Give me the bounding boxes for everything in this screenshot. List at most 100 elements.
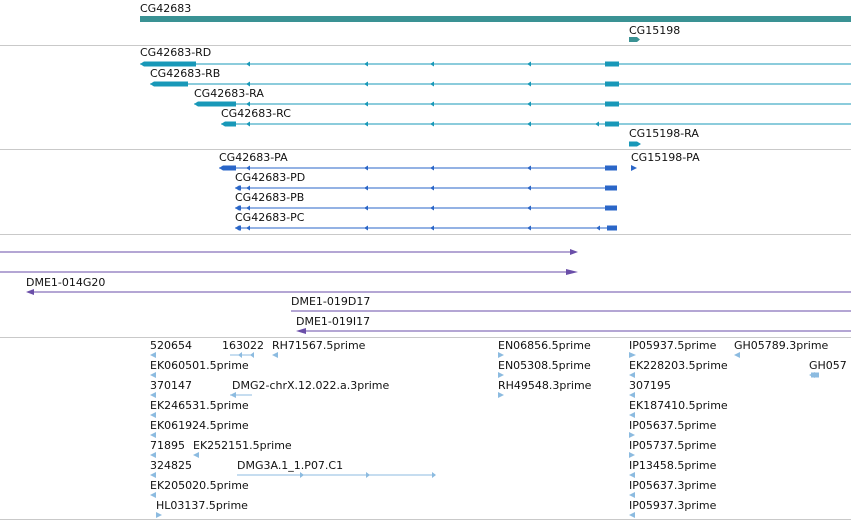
est-label: IP13458.5prime [629,459,717,472]
est-rh49548-3prime[interactable]: RH49548.3prime [498,379,592,398]
gene-bar-cg42683 [140,16,851,22]
est-ek228203-5prime[interactable]: EK228203.5prime [629,359,728,378]
transcript-label: CG42683-RA [194,87,264,100]
est-track: 520654 163022 RH71567.5prime EN06856.5pr… [150,339,847,518]
exon-thick [605,61,619,67]
clone-dme1-019d17[interactable]: DME1-019D17 [291,295,851,312]
gene-label-cg15198: CG15198 [629,24,680,37]
est-dmg3a-1-1-p07-c1[interactable]: DMG3A.1_1.P07.C1 [237,459,436,478]
est-ek246531-5prime[interactable]: EK246531.5prime [150,399,249,418]
est-ek252151-5prime[interactable]: EK252151.5prime [193,439,292,458]
protein-cg42683-pa[interactable]: CG42683-PA [219,151,617,171]
est-label: EK252151.5prime [193,439,292,452]
est-label: DMG3A.1_1.P07.C1 [237,459,343,472]
transcript-label: CG42683-RB [150,67,220,80]
strand-arrow-icon [296,328,306,334]
est-label: RH49548.3prime [498,379,592,392]
est-307195[interactable]: 307195 [629,379,671,398]
est-label: GH057 [809,359,847,372]
gene-feature-cg15198[interactable]: CG15198 [629,24,680,42]
est-label: EK187410.5prime [629,399,728,412]
est-label: 307195 [629,379,671,392]
clone-dme1-014g20[interactable]: DME1-014G20 [26,276,851,295]
protein-label: CG42683-PA [219,151,288,164]
strand-arrow-icon [246,225,600,231]
transcript-cg15198-ra[interactable]: CG15198-RA [629,127,699,147]
transcript-cg42683-rb[interactable]: CG42683-RB [150,67,851,87]
est-label: RH71567.5prime [272,339,366,352]
est-ek061924-5prime[interactable]: EK061924.5prime [150,419,249,438]
est-label: EK061924.5prime [150,419,249,432]
protein-cg15198-pa[interactable]: CG15198-PA [631,151,700,171]
exon-thick [140,61,196,67]
est-gh05789-3prime[interactable]: GH05789.3prime [734,339,829,358]
est-label: IP05937.5prime [629,339,717,352]
protein-cg42683-pb[interactable]: CG42683-PB [235,191,617,211]
est-ek187410-5prime[interactable]: EK187410.5prime [629,399,728,418]
est-label: IP05637.3prime [629,479,717,492]
gene-arrow-icon [637,37,640,42]
gene-label-cg42683: CG42683 [140,2,191,15]
transcript-cg42683-rd[interactable]: CG42683-RD [140,46,851,67]
est-rh71567-5prime[interactable]: RH71567.5prime [272,339,366,358]
strand-arrow-icon [637,141,641,147]
est-gh057[interactable]: GH057 [809,359,847,378]
est-en05308-5prime[interactable]: EN05308.5prime [498,359,591,378]
gene-feature-cg42683[interactable]: CG42683 [140,2,851,22]
clone-label: DME1-014G20 [26,276,105,289]
gene-bar-cg15198 [629,37,637,42]
est-label: 71895 [150,439,185,452]
est-label: 370147 [150,379,192,392]
strand-arrow-icon [26,289,34,295]
est-ip05637-3prime[interactable]: IP05637.3prime [629,479,717,498]
protein-label: CG15198-PA [631,151,700,164]
protein-label: CG42683-PB [235,191,304,204]
clone-track: DME1-014G20 DME1-019D17 DME1-019I17 [0,249,851,334]
transcript-label: CG42683-RC [221,107,291,120]
est-ek205020-5prime[interactable]: EK205020.5prime [150,479,249,498]
est-520654[interactable]: 520654 [150,339,192,358]
est-label: HL03137.5prime [156,499,248,512]
est-label: EN06856.5prime [498,339,591,352]
clone-unlabeled-2[interactable] [0,269,578,275]
est-label: GH05789.3prime [734,339,829,352]
est-en06856-5prime[interactable]: EN06856.5prime [498,339,591,358]
transcript-label: CG42683-RD [140,46,211,59]
protein-cg42683-pd[interactable]: CG42683-PD [235,171,617,191]
est-label: 520654 [150,339,192,352]
est-ip05937-5prime[interactable]: IP05937.5prime [629,339,717,358]
protein-cg42683-pc[interactable]: CG42683-PC [235,211,617,231]
clone-label: DME1-019D17 [291,295,370,308]
est-324825[interactable]: 324825 [150,459,192,478]
est-label: IP05937.3prime [629,499,717,512]
protein-label: CG42683-PC [235,211,305,224]
est-ip05637-5prime[interactable]: IP05637.5prime [629,419,717,438]
est-71895[interactable]: 71895 [150,439,185,458]
est-label: EK228203.5prime [629,359,728,372]
transcript-cg42683-rc[interactable]: CG42683-RC [221,107,851,127]
est-hl03137-5prime[interactable]: HL03137.5prime [156,499,248,518]
clone-unlabeled-1[interactable] [0,249,578,255]
est-ip05737-5prime[interactable]: IP05737.5prime [629,439,717,458]
transcript-cg42683-ra[interactable]: CG42683-RA [194,87,851,107]
est-label: EK205020.5prime [150,479,249,492]
est-label: EN05308.5prime [498,359,591,372]
est-ek060501-5prime[interactable]: EK060501.5prime [150,359,249,378]
strand-arrow-icon [631,165,637,171]
est-370147[interactable]: 370147 [150,379,192,398]
clone-label: DME1-019I17 [296,315,370,328]
clone-dme1-019i17[interactable]: DME1-019I17 [296,315,851,334]
strand-arrow-icon [566,269,578,275]
est-ip05937-3prime[interactable]: IP05937.3prime [629,499,717,518]
est-dmg2-chrx-12-022-a-3prime[interactable]: DMG2-chrX.12.022.a.3prime [230,379,390,398]
est-label: IP05637.5prime [629,419,717,432]
track-separators [0,45,851,520]
est-label: DMG2-chrX.12.022.a.3prime [232,379,390,392]
est-163022[interactable]: 163022 [222,339,264,358]
strand-arrow-icon [246,121,599,127]
est-label: EK246531.5prime [150,399,249,412]
transcript-label: CG15198-RA [629,127,699,140]
est-ip13458-5prime[interactable]: IP13458.5prime [629,459,717,478]
protein-label: CG42683-PD [235,171,305,184]
